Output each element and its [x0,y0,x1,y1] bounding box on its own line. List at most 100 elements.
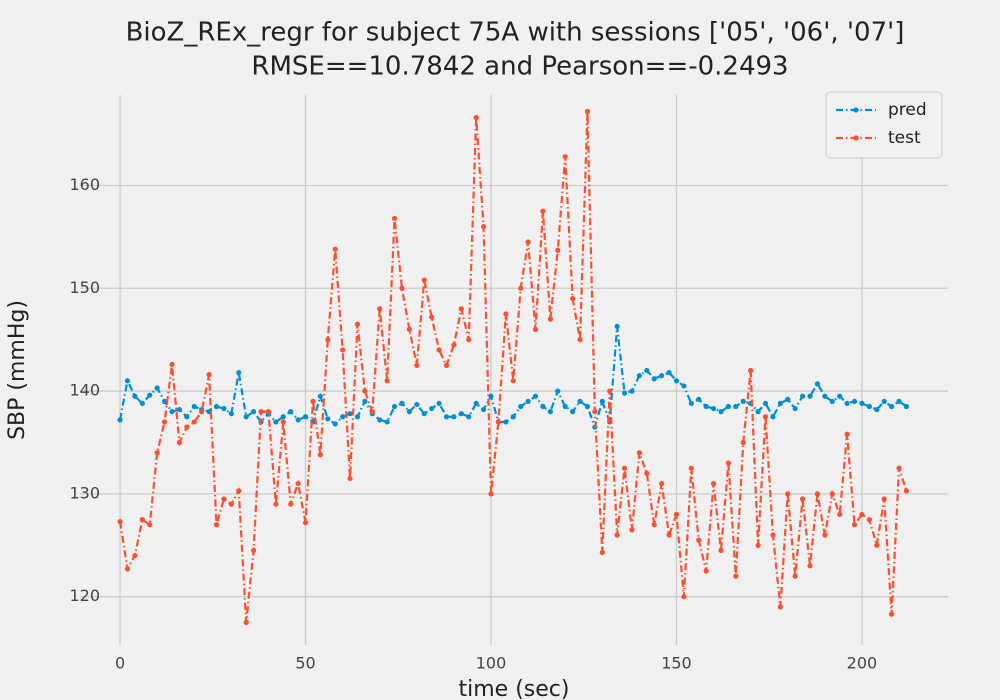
data-point [325,337,331,343]
data-point [510,414,516,420]
x-tick-label: 100 [476,654,507,673]
data-point [755,409,761,415]
data-point [429,314,435,320]
data-point [251,547,257,554]
data-point [221,405,227,412]
data-point [718,547,724,554]
data-point [518,403,524,410]
data-point [191,419,197,425]
data-point [169,409,175,415]
data-point [354,321,361,327]
data-point [236,488,242,494]
data-point [443,414,450,420]
legend-label: pred [888,100,927,120]
data-point [874,406,880,413]
data-point [903,488,910,494]
data-point [480,223,487,230]
data-point [770,414,776,420]
data-point [577,337,583,343]
data-point [302,520,309,526]
data-point [473,400,479,407]
data-point [325,416,331,422]
data-point [614,532,620,538]
data-point [710,480,717,487]
data-point [562,154,568,160]
data-point [347,411,353,417]
data-point [584,108,591,115]
data-point [592,409,598,415]
data-point [340,414,346,420]
data-point [807,563,813,569]
data-point [866,403,872,410]
data-point [139,516,145,523]
data-point [621,465,628,471]
data-point [243,414,249,420]
grid: 120 130 140 150 160 0 50 100 150 200 [69,95,948,673]
data-point [117,519,123,525]
data-point [710,405,717,412]
data-point [555,388,561,394]
data-point [124,566,131,572]
data-point [629,527,635,533]
data-point [651,376,657,382]
data-point [570,409,576,415]
data-point [206,372,212,378]
data-point [251,409,257,415]
data-point [607,388,613,394]
data-point [273,419,279,425]
data-point [384,378,390,384]
data-point [228,411,234,417]
data-point [161,398,168,404]
data-point [199,409,205,415]
data-point [636,450,642,456]
data-point [889,403,895,410]
data-point [540,403,546,410]
data-point [659,480,665,487]
x-tick-label: 150 [661,654,692,673]
data-point [399,285,405,291]
data-point [176,406,183,413]
data-point [844,431,850,437]
data-point [703,403,709,410]
data-point [302,414,309,420]
data-point [288,501,294,507]
data-point [584,403,591,410]
data-point [636,373,642,379]
data-point [785,491,791,497]
data-point [488,491,494,497]
data-point [176,439,183,446]
data-point [362,388,368,394]
data-point [443,362,450,368]
data-point [117,417,123,423]
data-point [236,369,242,376]
series-line [118,111,908,623]
data-point [369,409,375,415]
data-point [280,419,286,425]
data-point [518,285,524,291]
data-point [532,326,539,332]
data-point [807,393,813,399]
x-tick-label: 0 [115,654,125,673]
data-point [577,398,583,404]
data-point [822,393,828,399]
y-tick-label: 130 [69,483,100,502]
data-point [280,414,286,420]
data-point [429,405,435,412]
data-point [317,393,323,399]
data-point [540,208,546,214]
data-point [859,511,865,518]
data-point [436,347,442,353]
data-point [644,367,650,374]
data-point [896,465,902,471]
data-point [147,522,153,528]
data-point [184,424,190,430]
data-point [725,460,732,466]
data-point [829,398,835,404]
y-tick-label: 120 [69,586,100,605]
data-point [451,342,457,348]
data-point [614,323,620,329]
data-point [688,465,694,471]
data-point [310,398,316,404]
data-point [777,400,783,407]
